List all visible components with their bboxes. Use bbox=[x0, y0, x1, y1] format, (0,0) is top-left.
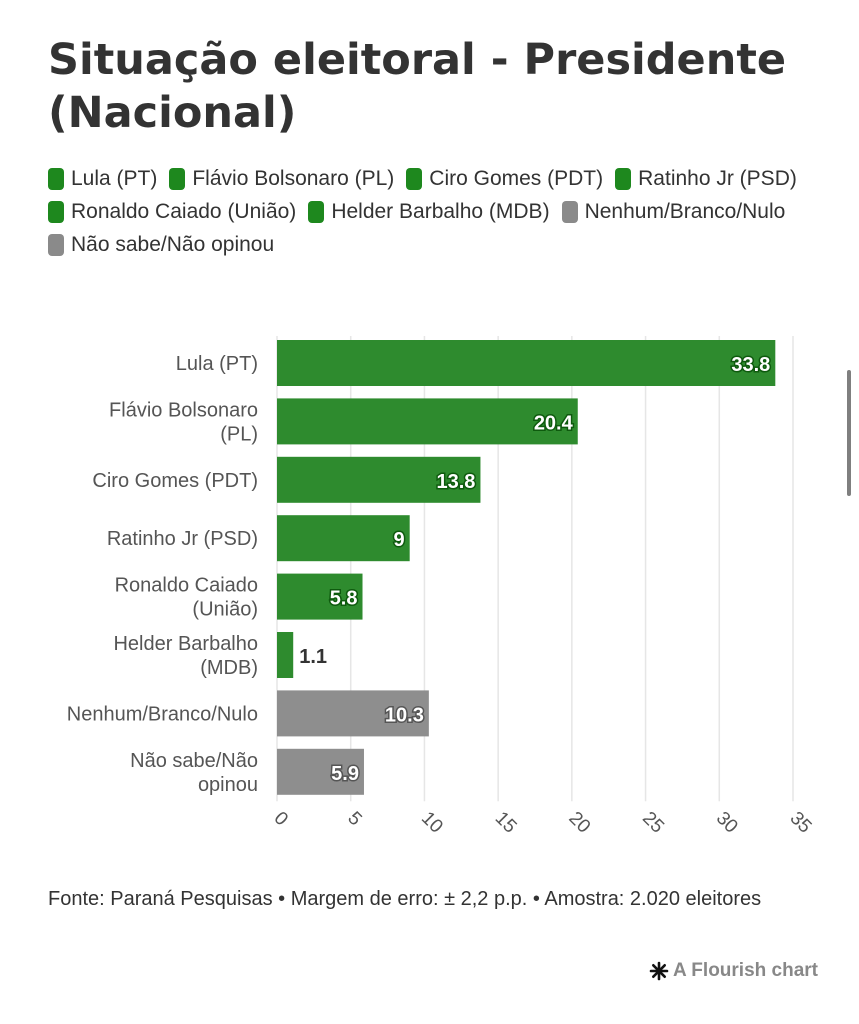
bar bbox=[277, 340, 776, 386]
legend-swatch bbox=[615, 168, 632, 190]
legend-swatch bbox=[561, 201, 578, 223]
legend-item[interactable]: Nenhum/Branco/Nulo bbox=[561, 200, 786, 223]
scrollbar[interactable] bbox=[847, 370, 851, 496]
legend-item[interactable]: Ronaldo Caiado (União) bbox=[48, 200, 297, 223]
x-tick-label: 10 bbox=[417, 808, 447, 838]
legend-item[interactable]: Ratinho Jr (PSD) bbox=[615, 167, 797, 190]
y-category-label: Ratinho Jr (PSD) bbox=[107, 528, 258, 550]
x-tick-label: 20 bbox=[564, 808, 594, 838]
y-category-label: Ciro Gomes (PDT) bbox=[92, 470, 258, 492]
credit-label: A Flourish chart bbox=[673, 960, 818, 981]
legend-item[interactable]: Helder Barbalho (MDB) bbox=[308, 200, 550, 223]
bar-value-label: 5.8 bbox=[330, 588, 358, 610]
legend-swatch bbox=[406, 168, 423, 190]
bar bbox=[277, 690, 429, 737]
legend-swatch bbox=[48, 201, 64, 223]
bar-value-label: 10.3 bbox=[385, 704, 424, 726]
legend-label: Flávio Bolsonaro (PL) bbox=[192, 167, 395, 190]
legend-label: Ciro Gomes (PDT) bbox=[429, 167, 604, 190]
x-tick-label: 25 bbox=[638, 808, 668, 838]
legend-item[interactable]: Flávio Bolsonaro (PL) bbox=[169, 167, 395, 190]
bar bbox=[277, 748, 364, 795]
bar-value-label: 33.8 bbox=[731, 354, 770, 376]
y-category-label: Flávio Bolsonaro (PL) bbox=[109, 399, 258, 445]
x-tick-label: 30 bbox=[712, 808, 742, 838]
flourish-credit[interactable]: A Flourish chart bbox=[649, 960, 818, 982]
x-tick-label: 35 bbox=[786, 808, 816, 838]
legend-swatch bbox=[308, 201, 325, 223]
x-tick-label: 5 bbox=[343, 808, 365, 830]
legend: Lula (PT) Flávio Bolsonaro (PL) Ciro Gom… bbox=[48, 167, 808, 256]
legend-swatch bbox=[48, 234, 64, 256]
x-tick-label: 15 bbox=[491, 808, 521, 838]
bar-value-label: 13.8 bbox=[437, 471, 476, 493]
bar bbox=[277, 632, 294, 678]
legend-swatch bbox=[48, 168, 64, 190]
bar bbox=[277, 515, 410, 562]
bar-value-label: 20.4 bbox=[534, 412, 574, 434]
legend-label: Ratinho Jr (PSD) bbox=[638, 167, 797, 190]
legend-item[interactable]: Ciro Gomes (PDT) bbox=[406, 167, 604, 190]
legend-label: Não sabe/Não opinou bbox=[71, 233, 275, 256]
y-category-label: Ronaldo Caiado (União) bbox=[115, 575, 258, 621]
legend-item[interactable]: Não sabe/Não opinou bbox=[48, 233, 275, 256]
legend-swatch bbox=[169, 168, 186, 190]
bar-value-label: 1.1 bbox=[299, 646, 327, 668]
bar bbox=[277, 573, 363, 620]
source-note: Fonte: Paraná Pesquisas • Margem de erro… bbox=[48, 888, 762, 910]
bar-chart: 0 5 10 15 20 25 30 35 Lula (PT) Flávio Bolsonaro(… bbox=[67, 336, 816, 838]
legend-label: Lula (PT) bbox=[71, 167, 158, 190]
y-category-label: Nenhum/Branco/Nulo bbox=[67, 703, 258, 725]
bar-value-label: 9 bbox=[394, 529, 405, 551]
bar bbox=[277, 398, 578, 445]
legend-label: Helder Barbalho (MDB) bbox=[331, 200, 550, 223]
bar-value-label: 5.9 bbox=[331, 763, 359, 785]
bar bbox=[277, 456, 481, 503]
legend-item[interactable]: Lula (PT) bbox=[48, 167, 158, 190]
x-tick-label: 0 bbox=[270, 808, 292, 830]
legend-label: Nenhum/Branco/Nulo bbox=[584, 200, 786, 223]
chart-title: Situação eleitoral - Presidente (Naciona… bbox=[48, 35, 787, 138]
y-category-label: Lula (PT) bbox=[176, 353, 258, 375]
legend-label: Ronaldo Caiado (União) bbox=[71, 200, 297, 223]
y-category-label: Helder Barbalho (MDB) bbox=[113, 633, 258, 679]
asterisk-icon bbox=[649, 961, 669, 981]
y-category-label: Não sabe/Não opinou bbox=[130, 750, 258, 796]
